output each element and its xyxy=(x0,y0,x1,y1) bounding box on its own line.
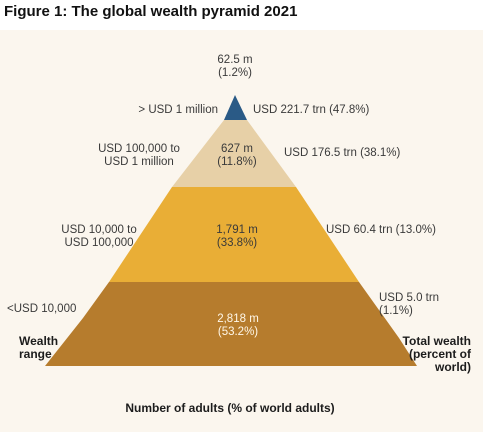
figure-title: Figure 1: The global wealth pyramid 2021 xyxy=(4,3,298,20)
wealth-range-upper-middle: USD 100,000 to USD 1 million xyxy=(98,143,180,168)
bottom-axis-label: Number of adults (% of world adults) xyxy=(125,401,335,415)
adults-upper-middle-label: 627 m (11.8%) xyxy=(217,143,257,168)
wealth-range-top: > USD 1 million xyxy=(138,104,218,116)
total-wealth-top: USD 221.7 trn (47.8%) xyxy=(253,104,370,116)
total-wealth-upper-middle: USD 176.5 trn (38.1%) xyxy=(284,147,401,159)
wealth-range-middle: USD 10,000 to USD 100,000 xyxy=(61,224,137,249)
pyramid-tier-base xyxy=(45,282,417,366)
right-axis-label: Total wealth (percent of world) xyxy=(402,334,471,374)
wealth-range-base: <USD 10,000 xyxy=(7,303,77,315)
pyramid-tier-top xyxy=(224,95,247,120)
adults-base-label: 2,818 m (53.2%) xyxy=(217,313,259,338)
pyramid-tier-middle xyxy=(109,187,359,282)
total-wealth-base: USD 5.0 trn (1.1%) xyxy=(379,292,440,317)
adults-top-label: 62.5 m (1.2%) xyxy=(217,54,253,79)
left-axis-label: Wealth range xyxy=(19,334,59,361)
total-wealth-middle: USD 60.4 trn (13.0%) xyxy=(326,224,436,236)
pyramid-tier-upper-middle xyxy=(172,120,296,187)
adults-middle-label: 1,791 m (33.8%) xyxy=(216,224,258,249)
